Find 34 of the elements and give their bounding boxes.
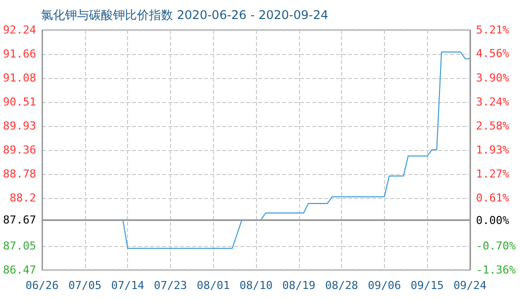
y2-tick-label: -0.70% [476,239,516,252]
x-tick-label: 07/14 [111,279,145,292]
y2-tick-label: 0.00% [476,214,510,227]
x-tick-label: 07/23 [154,279,188,292]
y2-tick-label: 1.27% [476,167,510,180]
y2-tick-label: 3.90% [476,71,510,84]
y-tick-label: 88.2 [10,192,36,205]
chart-title: 氯化钾与碳酸钾比价指数 2020-06-26 - 2020-09-24 [41,8,328,22]
y-tick-label: 91.66 [2,48,36,61]
y-tick-label: 87.05 [2,239,36,252]
y-tick-label: 88.78 [2,167,36,180]
x-tick-label: 07/05 [68,279,102,292]
y-tick-label: 89.36 [2,143,36,156]
y-tick-label: 92.24 [2,24,36,36]
x-tick-label: 06/26 [26,279,59,292]
x-tick-label: 09/24 [453,279,487,292]
y-tick-label: 86.47 [2,264,36,276]
x-tick-label: 09/06 [368,279,401,292]
x-tick-label: 08/10 [239,279,273,292]
y-tick-label: 87.67 [2,214,36,227]
y-tick-label: 90.51 [2,95,36,108]
y2-tick-label: 2.58% [476,120,510,133]
x-tick-label: 09/15 [410,279,444,292]
y2-tick-label: 3.24% [476,95,510,108]
y-tick-label: 89.93 [2,120,36,133]
x-tick-label: 08/19 [282,279,316,292]
x-tick-label: 08/28 [325,279,358,292]
y-tick-label: 91.08 [2,72,36,85]
y2-tick-label: 4.56% [476,47,510,60]
y2-tick-label: 0.61% [476,192,510,205]
y2-tick-label: 1.93% [476,143,510,156]
y2-tick-label: 5.21% [476,24,510,36]
x-tick-label: 08/01 [196,279,230,292]
y2-tick-label: -1.36% [476,264,516,276]
